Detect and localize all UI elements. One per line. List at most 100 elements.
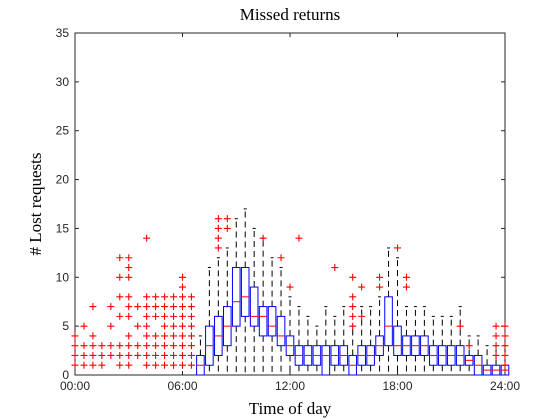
outlier-marker — [492, 342, 500, 350]
outlier-marker — [116, 273, 124, 281]
outlier-marker — [143, 234, 151, 242]
y-tick-label: 30 — [56, 75, 70, 89]
outlier-marker — [465, 342, 473, 350]
outlier-marker — [161, 322, 169, 330]
outlier-marker — [71, 342, 79, 350]
chart-title: Missed returns — [240, 5, 341, 24]
outlier-marker — [116, 312, 124, 320]
outlier-marker — [107, 322, 115, 330]
outlier-marker — [394, 244, 401, 252]
outlier-marker — [349, 273, 357, 281]
y-tick-label: 5 — [62, 319, 69, 333]
outlier-marker — [161, 312, 169, 320]
outlier-marker — [358, 312, 366, 320]
outlier-marker — [402, 273, 410, 281]
outlier-marker — [179, 351, 186, 359]
box — [267, 306, 277, 337]
y-tick-label: 15 — [56, 221, 70, 235]
y-tick-label: 25 — [56, 124, 70, 138]
outlier-marker — [143, 351, 151, 359]
outlier-marker — [187, 303, 195, 311]
box — [384, 296, 393, 347]
outlier-marker — [492, 332, 500, 340]
outlier-marker — [214, 244, 222, 252]
outlier-marker — [152, 332, 160, 340]
outlier-marker — [89, 361, 97, 369]
outlier-marker — [349, 303, 357, 311]
outlier-marker — [143, 342, 151, 350]
outlier-marker — [214, 224, 222, 232]
outlier-marker — [170, 351, 178, 359]
outlier-marker — [134, 342, 142, 350]
outlier-marker — [143, 322, 151, 330]
outlier-marker — [349, 293, 357, 301]
outlier-marker — [98, 361, 106, 369]
outlier-marker — [179, 273, 186, 281]
outlier-marker — [170, 342, 178, 350]
outlier-marker — [80, 361, 88, 369]
outlier-marker — [187, 351, 195, 359]
outlier-marker — [456, 322, 464, 330]
box — [393, 325, 402, 356]
outlier-marker — [125, 361, 133, 369]
outlier-marker — [501, 332, 509, 340]
outlier-marker — [376, 283, 384, 291]
box — [231, 267, 241, 327]
outlier-marker — [170, 361, 178, 369]
outlier-marker — [161, 332, 169, 340]
y-tick-label: 10 — [56, 270, 70, 284]
x-tick-label: 18:00 — [382, 379, 412, 393]
outlier-marker — [134, 322, 142, 330]
outlier-marker — [107, 351, 115, 359]
outlier-marker — [179, 322, 186, 330]
outlier-marker — [179, 361, 186, 369]
outlier-marker — [152, 351, 160, 359]
outlier-marker — [187, 342, 195, 350]
outlier-marker — [125, 351, 133, 359]
outlier-marker — [71, 361, 79, 369]
outlier-marker — [98, 342, 106, 350]
outlier-marker — [179, 283, 186, 291]
outlier-marker — [143, 293, 151, 301]
outlier-marker — [80, 342, 88, 350]
outlier-marker — [187, 332, 195, 340]
outlier-marker — [71, 351, 79, 359]
box — [240, 267, 250, 317]
outlier-marker — [187, 312, 195, 320]
outlier-marker — [143, 312, 151, 320]
outlier-marker — [143, 332, 151, 340]
outlier-marker — [170, 332, 178, 340]
y-tick-label: 35 — [56, 26, 70, 40]
x-tick-label: 06:00 — [167, 379, 197, 393]
outlier-marker — [170, 322, 178, 330]
outlier-marker — [161, 351, 169, 359]
outlier-marker — [89, 303, 97, 311]
outlier-marker — [125, 293, 133, 301]
outlier-marker — [134, 303, 142, 311]
outlier-marker — [501, 322, 509, 330]
outlier-marker — [179, 303, 186, 311]
outlier-marker — [152, 293, 160, 301]
outlier-marker — [98, 351, 106, 359]
y-tick-label: 0 — [62, 368, 69, 382]
outlier-marker — [179, 332, 186, 340]
x-tick-label: 00:00 — [60, 379, 90, 393]
box — [249, 286, 259, 327]
outlier-marker — [187, 322, 195, 330]
outlier-marker — [501, 342, 509, 350]
outlier-marker — [125, 264, 133, 272]
outlier-marker — [134, 351, 142, 359]
outlier-marker — [89, 332, 97, 340]
x-axis-label: Time of day — [249, 399, 332, 418]
outlier-marker — [223, 224, 231, 232]
outlier-marker — [161, 293, 169, 301]
outlier-marker — [214, 234, 222, 242]
outlier-marker — [161, 342, 169, 350]
outlier-marker — [295, 234, 303, 242]
x-tick-label: 24:00 — [490, 379, 520, 393]
outlier-marker — [179, 293, 186, 301]
outlier-marker — [376, 273, 384, 281]
outlier-marker — [125, 273, 133, 281]
